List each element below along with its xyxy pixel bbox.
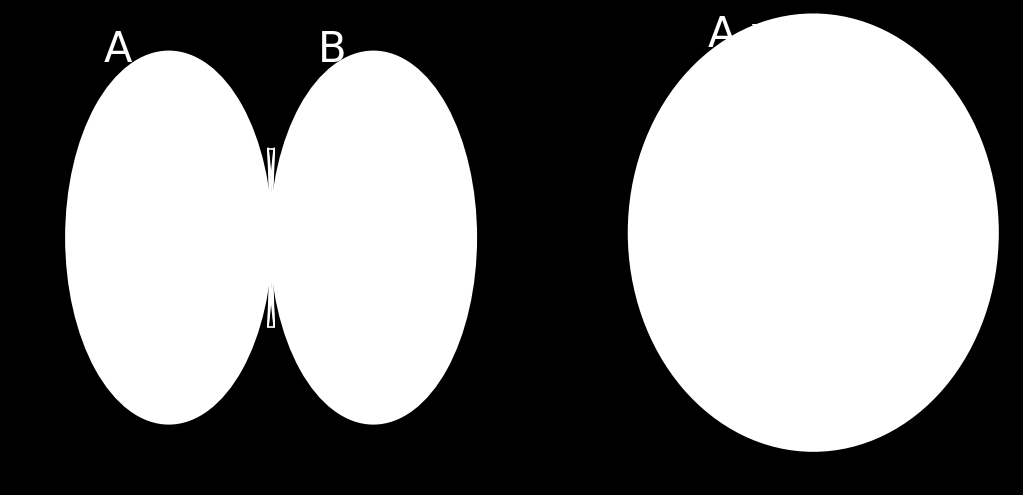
Ellipse shape — [629, 15, 997, 450]
Text: A: A — [103, 29, 132, 70]
Text: B: B — [318, 29, 347, 70]
Text: A x B: A x B — [708, 14, 816, 55]
Ellipse shape — [66, 52, 271, 423]
Ellipse shape — [271, 52, 476, 423]
